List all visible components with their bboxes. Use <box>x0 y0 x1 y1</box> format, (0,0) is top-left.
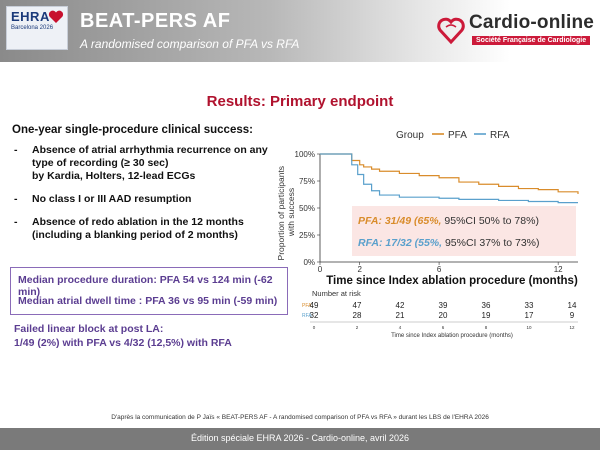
procedure-duration-box: Median procedure duration: PFA 54 vs 124… <box>10 267 288 315</box>
risk-value-pfa: 33 <box>525 301 534 310</box>
risk-value-rfa: 32 <box>310 311 319 320</box>
pfa-annotation-bold: PFA: 31/49 (65%, <box>358 215 442 227</box>
risk-table-tick: 10 <box>526 325 532 330</box>
brain-heart-icon <box>437 17 465 45</box>
citation: D'après la communication de P Jaïs « BEA… <box>111 414 489 421</box>
risk-table-title: Number at risk <box>312 289 361 298</box>
legend-pfa: PFA <box>448 130 467 141</box>
page-title: BEAT-PERS AF <box>80 10 231 32</box>
risk-value-rfa: 21 <box>396 311 405 320</box>
y-axis-label-line2: with success <box>286 188 296 237</box>
x-tick-label: 2 <box>357 265 362 274</box>
ehra-logo-text: EHRA <box>11 9 50 24</box>
risk-value-pfa: 36 <box>482 301 491 310</box>
bullet-extra: by Kardia, Holters, 12-lead ECGs <box>32 170 196 182</box>
cardio-online-logo: Cardio-online Société Française de Cardi… <box>436 12 596 52</box>
risk-table-tick: 12 <box>569 325 575 330</box>
pfa-annotation: PFA: 31/49 (65%, 95%CI 50% to 78%) <box>358 215 539 227</box>
risk-table-tick: 4 <box>399 325 402 330</box>
rfa-annotation: RFA: 17/32 (55%, 95%CI 37% to 73%) <box>358 237 540 249</box>
risk-value-rfa: 19 <box>482 311 491 320</box>
x-tick-label: 6 <box>437 265 442 274</box>
bullet-item: - Absence of redo ablation in the 12 mon… <box>14 216 244 241</box>
risk-value-pfa: 39 <box>439 301 448 310</box>
bullet-extra: (including a blanking period of 2 months… <box>32 229 238 241</box>
x-tick-label: 12 <box>554 265 563 274</box>
y-tick-label: 0% <box>303 258 315 267</box>
heart-icon <box>48 10 64 23</box>
legend-rfa: RFA <box>490 130 510 141</box>
y-tick-label: 50% <box>299 204 315 213</box>
risk-value-pfa: 47 <box>353 301 362 310</box>
annotation-box <box>352 206 576 256</box>
kaplan-meier-chart: Group PFA RFA Proportion of participants… <box>272 124 596 344</box>
risk-table-tick: 6 <box>442 325 445 330</box>
endpoint-heading: One-year single-procedure clinical succe… <box>12 124 253 136</box>
km-curve-pfa <box>320 153 579 194</box>
brand-name: Cardio-online <box>469 12 595 33</box>
header-banner: EHRA Barcelona 2026 BEAT-PERS AF A rando… <box>0 0 600 62</box>
y-tick-label: 25% <box>299 231 315 240</box>
ehra-logo-sub: Barcelona 2026 <box>11 25 54 31</box>
rfa-annotation-bold: RFA: 17/32 (55%, <box>358 237 442 249</box>
footer-text: Édition spéciale EHRA 2026 - Cardio-onli… <box>190 433 410 443</box>
risk-row-label-pfa: PFA <box>302 303 312 309</box>
dwell-time-text: Median atrial dwell time : PFA 36 vs 95 … <box>18 295 278 307</box>
risk-table-tick: 8 <box>485 325 488 330</box>
risk-value-pfa: 42 <box>396 301 405 310</box>
y-tick-label: 100% <box>295 150 315 159</box>
legend-title: Group <box>396 130 424 141</box>
risk-row-label-rfa: RFA <box>302 313 312 319</box>
km-curve-rfa <box>320 153 578 204</box>
x-tick-label: 0 <box>318 265 323 274</box>
bullet-item: - Absence of atrial arrhythmia recurrenc… <box>14 144 268 182</box>
risk-value-rfa: 28 <box>353 311 362 320</box>
risk-value-rfa: 17 <box>525 311 534 320</box>
risk-table-tick: 0 <box>313 325 316 330</box>
ehra-logo: EHRA Barcelona 2026 <box>6 6 68 50</box>
risk-table-tick: 2 <box>356 325 359 330</box>
failed-block-values: 1/49 (2%) with PFA vs 4/32 (12,5%) with … <box>14 337 232 349</box>
brand-tagline: Société Française de Cardiologie <box>472 36 591 45</box>
bullet-main: Absence of atrial arrhythmia recurrence … <box>32 144 268 169</box>
section-title: Results: Primary endpoint <box>206 93 394 110</box>
y-axis-label-line1: Proportion of participants <box>276 166 286 261</box>
procedure-duration-text: Median procedure duration: PFA 54 vs 124… <box>18 274 273 298</box>
x-axis-label: Time since Index ablation procedure (mon… <box>326 275 578 287</box>
bullet-item: - No class I or III AAD resumption <box>14 193 192 205</box>
rfa-annotation-rest: 95%CI 37% to 73%) <box>442 237 539 249</box>
risk-table-xlabel: Time since Index ablation procedure (mon… <box>391 333 513 339</box>
risk-value-pfa: 49 <box>310 301 319 310</box>
risk-value-rfa: 9 <box>570 311 575 320</box>
risk-value-pfa: 14 <box>568 301 577 310</box>
endpoint-definition: One-year single-procedure clinical succe… <box>12 124 282 252</box>
failed-block-text: Failed linear block at post LA: 1/49 (2%… <box>14 322 232 350</box>
y-tick-label: 75% <box>299 177 315 186</box>
bullet-main: No class I or III AAD resumption <box>32 193 192 205</box>
bullet-main: Absence of redo ablation in the 12 month… <box>32 216 244 228</box>
page-subtitle: A randomised comparison of PFA vs RFA <box>80 37 300 51</box>
risk-value-rfa: 20 <box>439 311 448 320</box>
footer-bar: Édition spéciale EHRA 2026 - Cardio-onli… <box>0 428 600 450</box>
failed-block-heading: Failed linear block at post LA: <box>14 323 164 335</box>
pfa-annotation-rest: 95%CI 50% to 78%) <box>441 215 538 227</box>
y-axis-label: Proportion of participants with success <box>276 164 296 261</box>
km-svg: Group PFA RFA Proportion of participants… <box>276 130 579 339</box>
